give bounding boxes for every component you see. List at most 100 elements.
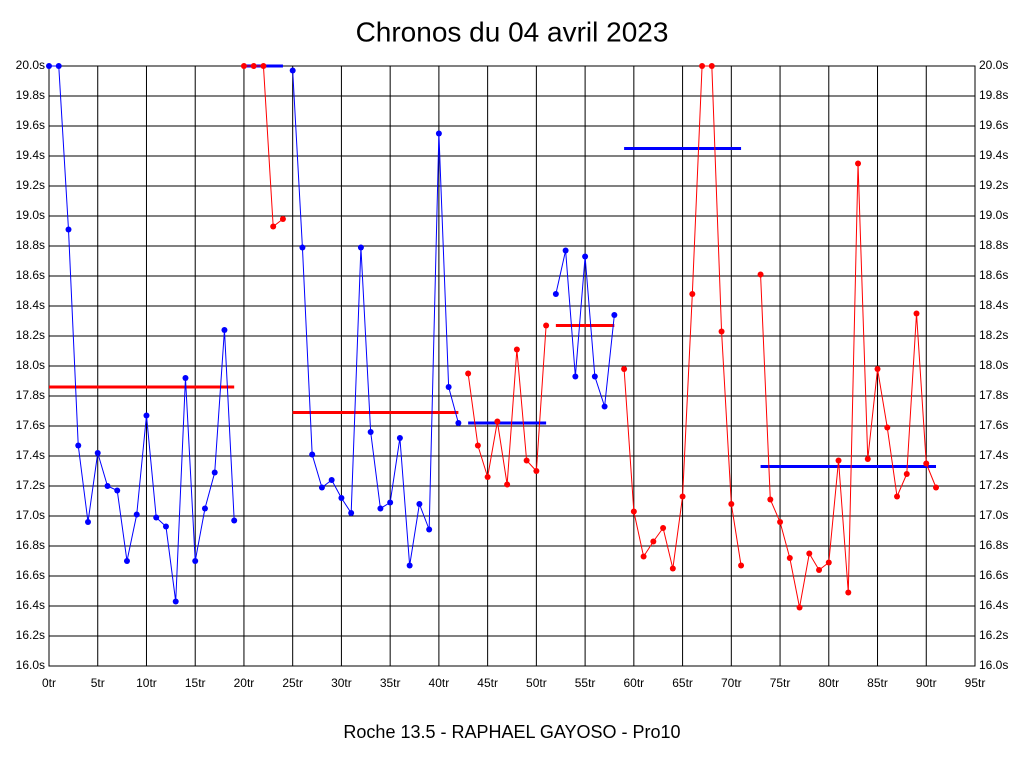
data-point xyxy=(123,558,130,564)
data-point xyxy=(669,565,676,572)
data-point xyxy=(455,420,462,426)
x-tick-label: 55tr xyxy=(575,676,596,690)
data-point xyxy=(299,244,306,251)
chart-caption: Roche 13.5 - RAPHAEL GAYOSO - Pro10 xyxy=(343,722,680,742)
data-point xyxy=(699,63,706,69)
data-point xyxy=(767,496,774,503)
data-point xyxy=(679,493,686,500)
data-point xyxy=(562,247,569,254)
y2-tick-label: 16.0s xyxy=(979,658,1008,672)
x-tick-label: 0tr xyxy=(42,676,56,690)
data-point xyxy=(874,366,881,372)
data-point xyxy=(55,63,62,69)
data-point xyxy=(133,511,140,518)
y-tick-label: 16.6s xyxy=(16,568,45,582)
data-point xyxy=(523,457,530,464)
y-tick-label: 19.4s xyxy=(16,148,45,162)
y2-tick-label: 18.6s xyxy=(979,268,1008,282)
data-point xyxy=(357,244,364,251)
data-point xyxy=(465,370,472,377)
data-point xyxy=(143,412,150,419)
y2-tick-label: 17.8s xyxy=(979,388,1008,402)
y2-tick-label: 19.6s xyxy=(979,118,1008,132)
y2-tick-label: 17.4s xyxy=(979,448,1008,462)
data-point xyxy=(738,562,745,569)
y2-tick-label: 18.2s xyxy=(979,328,1008,342)
y2-tick-label: 19.2s xyxy=(979,178,1008,192)
y2-tick-label: 16.8s xyxy=(979,538,1008,552)
data-point xyxy=(621,366,628,372)
y2-tick-label: 16.2s xyxy=(979,628,1008,642)
data-point xyxy=(660,525,667,531)
x-tick-label: 50tr xyxy=(526,676,547,690)
data-point xyxy=(796,604,803,611)
data-point xyxy=(201,505,208,512)
data-point xyxy=(387,499,394,506)
data-point xyxy=(192,558,199,564)
y2-tick-label: 19.4s xyxy=(979,148,1008,162)
data-point xyxy=(435,130,442,137)
y-tick-label: 17.8s xyxy=(16,388,45,402)
x-tick-label: 10tr xyxy=(136,676,157,690)
data-point xyxy=(153,514,160,521)
data-point xyxy=(913,310,920,317)
data-point xyxy=(104,483,111,489)
y-tick-label: 17.6s xyxy=(16,418,45,432)
data-point xyxy=(396,435,403,441)
data-point xyxy=(474,442,481,449)
x-tick-label: 95tr xyxy=(965,676,986,690)
data-point xyxy=(240,63,247,69)
x-tick-label: 25tr xyxy=(282,676,303,690)
data-point xyxy=(777,519,784,525)
data-point xyxy=(367,429,374,435)
data-point xyxy=(162,523,169,530)
data-point xyxy=(406,562,413,569)
data-point xyxy=(689,291,696,297)
x-tick-label: 15tr xyxy=(185,676,206,690)
y-tick-label: 18.6s xyxy=(16,268,45,282)
data-point xyxy=(221,327,228,333)
data-point xyxy=(864,456,871,462)
y2-tick-label: 17.0s xyxy=(979,508,1008,522)
data-point xyxy=(894,493,901,500)
x-tick-label: 35tr xyxy=(380,676,401,690)
y-tick-label: 16.0s xyxy=(16,658,45,672)
data-point xyxy=(825,559,832,566)
data-point xyxy=(572,373,579,380)
data-point xyxy=(903,471,910,477)
y-tick-label: 16.8s xyxy=(16,538,45,552)
x-tick-label: 85tr xyxy=(867,676,888,690)
data-point xyxy=(211,469,218,476)
y2-tick-label: 19.0s xyxy=(979,208,1008,222)
y-tick-label: 19.2s xyxy=(16,178,45,192)
y-tick-label: 18.0s xyxy=(16,358,45,372)
data-point xyxy=(923,460,930,467)
y-tick-label: 19.8s xyxy=(16,88,45,102)
y2-tick-label: 16.4s xyxy=(979,598,1008,612)
data-point xyxy=(348,510,355,516)
data-point xyxy=(582,253,589,260)
y-tick-label: 18.2s xyxy=(16,328,45,342)
data-point xyxy=(182,375,189,381)
data-point xyxy=(757,271,764,278)
data-point xyxy=(708,63,715,69)
data-point xyxy=(270,223,277,230)
y2-tick-label: 18.0s xyxy=(979,358,1008,372)
series-line xyxy=(49,65,235,602)
data-point xyxy=(84,519,91,525)
y-tick-label: 17.4s xyxy=(16,448,45,462)
x-tick-label: 40tr xyxy=(429,676,450,690)
data-point xyxy=(543,322,550,329)
data-point xyxy=(114,487,121,494)
data-point xyxy=(513,346,520,353)
data-point xyxy=(650,538,657,545)
y2-tick-label: 18.4s xyxy=(979,298,1008,312)
y-tick-label: 18.8s xyxy=(16,238,45,252)
data-point xyxy=(338,495,345,501)
data-point xyxy=(533,468,540,474)
data-point xyxy=(416,501,423,507)
data-point xyxy=(172,598,179,605)
